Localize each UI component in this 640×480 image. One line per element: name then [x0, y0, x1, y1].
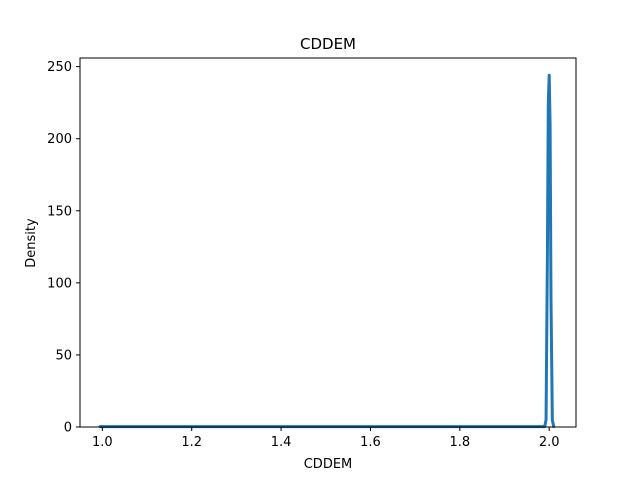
y-tick-label: 0: [64, 421, 72, 436]
y-tick-label: 200: [47, 132, 72, 147]
x-tick-label: 1.2: [181, 435, 202, 450]
y-axis-label: Density: [24, 218, 39, 268]
x-tick-label: 1.4: [271, 435, 292, 450]
y-tick-label: 150: [47, 204, 72, 219]
x-axis-ticks: 1.0 1.2 1.4 1.6 1.8 2.0: [92, 427, 560, 450]
axes-frame: [79, 57, 577, 428]
x-tick-label: 2.0: [539, 435, 560, 450]
x-tick-label: 1.6: [360, 435, 381, 450]
y-tick-label: 100: [47, 276, 72, 291]
x-axis-label: CDDEM: [304, 457, 353, 472]
y-tick-label: 50: [55, 348, 72, 363]
y-tick-label: 250: [47, 60, 72, 75]
x-tick-label: 1.8: [449, 435, 470, 450]
x-tick-label: 1.0: [92, 435, 113, 450]
y-axis-ticks: 0 50 100 150 200 250: [47, 60, 80, 436]
chart-title: CDDEM: [300, 35, 356, 53]
